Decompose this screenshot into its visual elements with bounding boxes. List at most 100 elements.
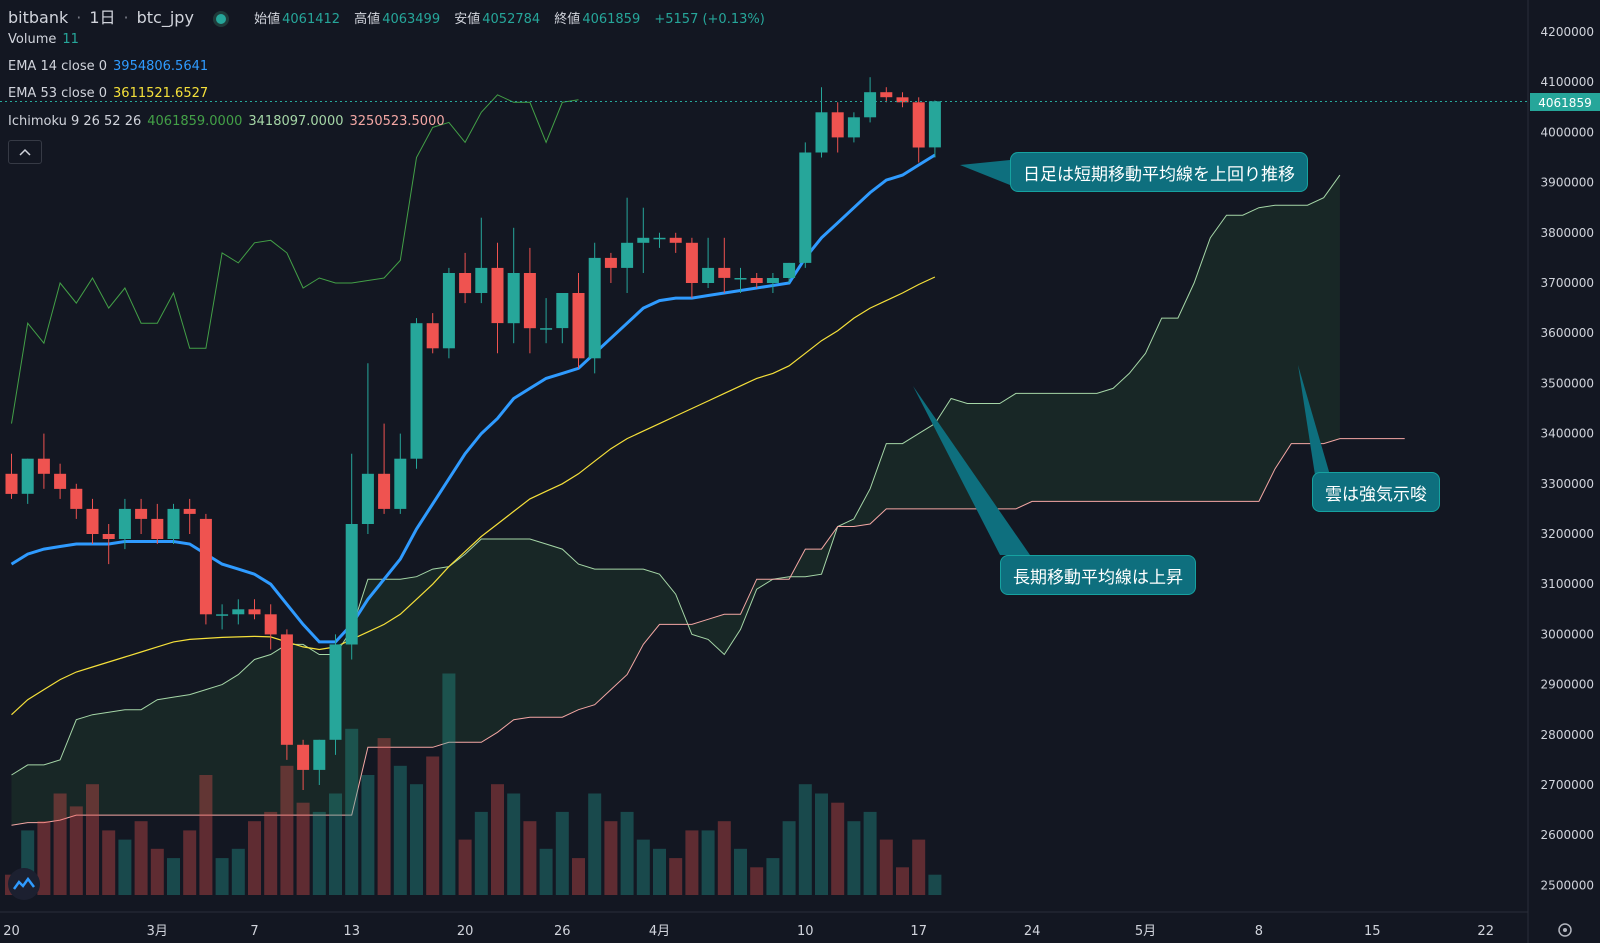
price-tick-label: 2700000 [1541,778,1594,792]
time-tick-label: 17 [910,924,927,939]
volume-bar [572,858,585,895]
candle-body [135,508,148,519]
volume-bar [69,806,83,895]
candle-body [750,278,763,283]
time-tick-label: 7 [250,924,258,939]
candle-body [831,112,844,138]
pair-name[interactable]: btc_jpy [136,8,194,27]
ema14-line [10,153,936,644]
volume-bar [523,821,537,895]
tradingview-logo-icon[interactable] [8,868,40,900]
interval-label[interactable]: 1日 [89,8,116,27]
volume-bar [118,839,132,895]
candle-body [86,508,99,534]
price-axis[interactable]: 4200000 4100000 4000000 3900000 3800000 37000… [1527,0,1600,943]
price-tick-label: 4100000 [1541,75,1594,89]
time-tick-label: 24 [1024,924,1041,939]
legend-ema14[interactable]: EMA 14 close 0 3954806.5641 [8,59,209,74]
settings-gear-icon[interactable] [1558,923,1572,937]
candle-body [523,273,536,329]
legend-volume[interactable]: Volume 11 [8,32,79,47]
price-label-box: 4061859 [1530,93,1600,111]
candles[interactable] [5,77,941,790]
indicator-lines [10,94,936,716]
candle-body [847,117,860,138]
candle-body [572,293,585,359]
price-tick-label: 2900000 [1541,678,1594,692]
callout-long-ema: 長期移動平均線は上昇 [1000,555,1196,595]
candle-body [5,473,18,494]
candle-body [216,614,229,616]
price-tick-label: 2800000 [1541,728,1594,742]
time-tick-label: 20 [457,924,474,939]
price-tick-label: 3400000 [1541,427,1594,441]
time-tick-label: 15 [1364,924,1381,939]
price-tick-label: 3700000 [1541,276,1594,290]
volume-bar [199,775,213,895]
candle-body [685,242,698,283]
volume-bar [620,811,634,895]
ohlc-values: 始値 4061412 高値 4063499 安値 4052784 終値 4061859 … [254,12,765,27]
price-tick-label: 2500000 [1541,878,1594,892]
price-axis-bg [1528,0,1600,943]
volume-bar [798,784,812,895]
candle-body [799,152,812,263]
candle-body [118,508,131,539]
candle-body [183,508,196,514]
volume-bars [5,673,942,895]
candle-body [459,273,472,294]
price-tick-label: 3800000 [1541,226,1594,240]
volume-bar [653,848,666,895]
legend-ichimoku[interactable]: Ichimoku 9 26 52 26 4061859.0000 3418097.0… [8,114,445,129]
candle-body [896,97,909,103]
time-tick-label: 26 [554,924,571,939]
candle-body [556,293,569,329]
volume-bar [312,811,326,895]
volume-bar [879,839,893,895]
candle-body [475,267,488,293]
chevron-up-icon[interactable] [8,140,42,164]
volume-bar [604,821,618,895]
volume-bar [474,811,488,895]
candle-body [70,488,83,509]
candle-body [329,644,342,740]
volume-bar [685,830,699,895]
time-tick-label: 5月 [1135,924,1156,939]
time-axis[interactable]: 20 3月 7 13 20 26 4月 10 17 24 5月 8 15 22 [0,911,1528,939]
candle-body [491,267,504,324]
legend-ema53[interactable]: EMA 53 close 0 3611521.6527 [8,86,209,101]
candle-body [313,739,326,770]
volume-bar [750,867,764,895]
senkou-span-b-line [11,438,1405,826]
volume-bar [458,839,472,895]
candle-body [653,237,666,240]
candle-body [37,458,50,474]
price-tick-label: 4200000 [1541,25,1594,39]
candle-body [345,524,358,645]
candle-body [669,237,682,243]
candle-body [621,242,634,268]
volume-bar [863,811,877,895]
price-tick-label: 3600000 [1541,326,1594,340]
senkou-span-a-line [11,174,1341,776]
price-tick-label: 3300000 [1541,477,1594,491]
chikou-span-line [11,94,579,424]
candle-body [54,473,67,489]
symbol-header: bitbank · 1日 · btc_jpy 始値 4061412 高値 4063499 安… [8,4,775,28]
time-tick-label: 22 [1477,924,1494,939]
candle-body [718,267,731,278]
exchange-name[interactable]: bitbank [8,8,69,27]
time-tick-label: 20 [3,924,20,939]
volume-bar [37,821,51,895]
change-value: +5157 (+0.13%) [654,12,765,27]
price-tick-label: 2600000 [1541,828,1594,842]
price-label: 4061859 [1538,96,1591,110]
volume-bar [669,858,683,895]
volume-bar [588,793,602,895]
candle-body [912,102,925,148]
candle-body [102,534,115,539]
candle-body [410,323,423,459]
volume-bar [215,858,229,895]
candle-body [442,273,455,349]
